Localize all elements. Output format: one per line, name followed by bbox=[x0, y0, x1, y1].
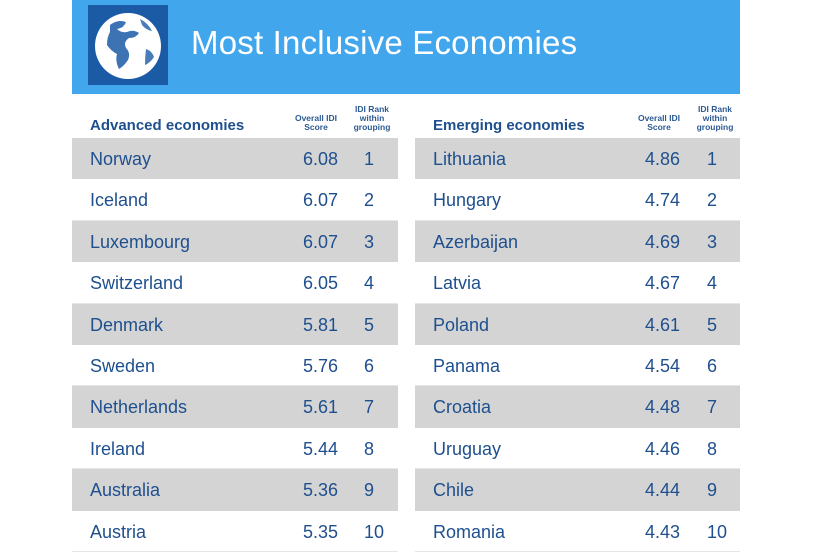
country-score: 5.76 bbox=[302, 355, 338, 376]
country-rank: 5 bbox=[707, 314, 718, 335]
country-rank: 2 bbox=[707, 190, 718, 211]
table-row: Norway 6.08 1 bbox=[72, 138, 398, 180]
country-score: 4.46 bbox=[644, 438, 680, 459]
country-rank: 5 bbox=[364, 314, 375, 335]
globe-icon bbox=[88, 5, 168, 85]
country-score: 5.61 bbox=[302, 397, 338, 418]
country-score: 5.44 bbox=[302, 438, 338, 459]
country-score: 4.48 bbox=[644, 397, 680, 418]
country-score: 4.54 bbox=[644, 355, 680, 376]
group-heading: Emerging economies bbox=[433, 117, 585, 134]
table-row: Austria 5.35 10 bbox=[72, 511, 398, 552]
table-row: Luxembourg 6.07 3 bbox=[72, 220, 398, 263]
country-rank: 7 bbox=[707, 397, 718, 418]
table-row: Panama 4.54 6 bbox=[415, 345, 740, 387]
table-row: Uruguay 4.46 8 bbox=[415, 428, 740, 470]
country-name: Uruguay bbox=[433, 438, 502, 459]
table-row: Chile 4.44 9 bbox=[415, 469, 740, 511]
country-score: 6.07 bbox=[302, 190, 338, 211]
country-rank: 7 bbox=[364, 397, 375, 418]
table-row: Australia 5.36 9 bbox=[72, 469, 398, 511]
country-rank: 6 bbox=[707, 355, 718, 376]
country-score: 5.81 bbox=[302, 314, 338, 335]
table-row: Sweden 5.76 6 bbox=[72, 345, 398, 387]
table-row: Netherlands 5.61 7 bbox=[72, 386, 398, 428]
country-name: Ireland bbox=[90, 438, 146, 459]
country-name: Poland bbox=[433, 314, 490, 335]
table-row: Latvia 4.67 4 bbox=[415, 262, 740, 304]
country-score: 4.67 bbox=[644, 273, 680, 294]
country-name: Panama bbox=[433, 355, 501, 376]
country-rank: 4 bbox=[707, 273, 718, 294]
rank-column-header: IDI Rank within grouping bbox=[696, 104, 734, 132]
table-row: Lithuania 4.86 1 bbox=[415, 138, 740, 180]
country-name: Austria bbox=[90, 521, 147, 542]
country-name: Netherlands bbox=[90, 397, 188, 418]
country-rank: 6 bbox=[364, 355, 375, 376]
table-row: Romania 4.43 10 bbox=[415, 511, 740, 552]
country-score: 4.44 bbox=[644, 480, 680, 501]
country-name: Lithuania bbox=[433, 149, 507, 169]
country-rank: 1 bbox=[707, 149, 718, 169]
table-row: Croatia 4.48 7 bbox=[415, 386, 740, 428]
country-score: 6.08 bbox=[302, 149, 338, 169]
country-rank: 8 bbox=[707, 438, 718, 459]
country-rank: 1 bbox=[364, 149, 375, 169]
country-name: Sweden bbox=[90, 355, 156, 376]
country-rank: 8 bbox=[364, 438, 375, 459]
country-name: Luxembourg bbox=[90, 231, 191, 252]
country-score: 4.86 bbox=[644, 149, 680, 169]
table-row: Hungary 4.74 2 bbox=[415, 179, 740, 221]
country-rank: 10 bbox=[364, 521, 385, 542]
group-heading: Advanced economies bbox=[90, 117, 245, 134]
table-row: Poland 4.61 5 bbox=[415, 303, 740, 345]
country-rank: 9 bbox=[364, 480, 375, 501]
country-score: 4.69 bbox=[644, 231, 680, 252]
country-name: Chile bbox=[433, 480, 475, 501]
table-row: Switzerland 6.05 4 bbox=[72, 262, 398, 304]
country-score: 6.07 bbox=[302, 231, 338, 252]
country-score: 4.61 bbox=[644, 314, 680, 335]
title-banner: Most Inclusive Economies bbox=[72, 0, 740, 94]
advanced-economies-table: Advanced economies Overall IDI Score IDI… bbox=[72, 96, 398, 552]
country-rank: 3 bbox=[364, 231, 375, 252]
country-rank: 3 bbox=[707, 231, 718, 252]
rank-column-header: IDI Rank within grouping bbox=[353, 104, 391, 132]
country-name: Hungary bbox=[433, 190, 502, 211]
country-score: 5.35 bbox=[302, 521, 338, 542]
table-header: Advanced economies Overall IDI Score IDI… bbox=[72, 96, 398, 138]
country-rank: 10 bbox=[707, 521, 728, 542]
country-score: 4.74 bbox=[644, 190, 680, 211]
country-name: Latvia bbox=[433, 273, 482, 294]
country-name: Romania bbox=[433, 521, 506, 542]
country-score: 5.36 bbox=[302, 480, 338, 501]
table-row: Azerbaijan 4.69 3 bbox=[415, 220, 740, 263]
emerging-economies-table: Emerging economies Overall IDI Score IDI… bbox=[415, 96, 740, 552]
country-name: Azerbaijan bbox=[433, 231, 519, 252]
table-header: Emerging economies Overall IDI Score IDI… bbox=[415, 96, 740, 138]
country-name: Australia bbox=[90, 480, 161, 501]
country-name: Norway bbox=[90, 149, 152, 169]
table-row: Denmark 5.81 5 bbox=[72, 303, 398, 345]
country-name: Denmark bbox=[90, 314, 164, 335]
country-name: Iceland bbox=[90, 190, 149, 211]
country-score: 6.05 bbox=[302, 273, 338, 294]
country-rank: 2 bbox=[364, 190, 375, 211]
country-name: Switzerland bbox=[90, 273, 184, 294]
country-score: 4.43 bbox=[644, 521, 680, 542]
country-rank: 4 bbox=[364, 273, 375, 294]
country-rank: 9 bbox=[707, 480, 718, 501]
page-title: Most Inclusive Economies bbox=[191, 24, 578, 61]
score-column-header: Overall IDI Score bbox=[294, 113, 338, 132]
country-name: Croatia bbox=[433, 397, 492, 418]
table-row: Ireland 5.44 8 bbox=[72, 428, 398, 470]
table-row: Iceland 6.07 2 bbox=[72, 179, 398, 221]
score-column-header: Overall IDI Score bbox=[637, 113, 681, 132]
